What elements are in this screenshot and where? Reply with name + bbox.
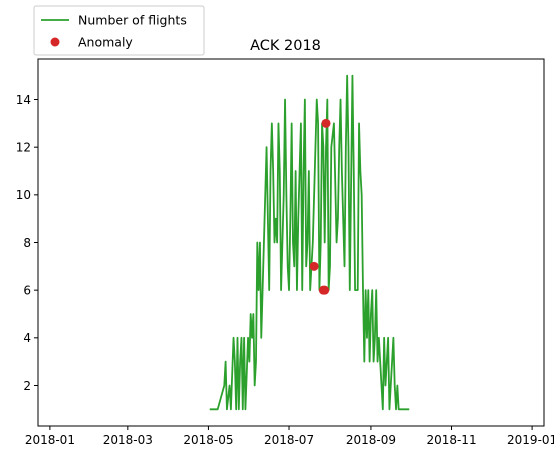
y-tick-label: 2 [23,379,31,393]
chart-title: ACK 2018 [250,38,321,54]
legend: Number of flights Anomaly [34,6,204,55]
anomaly-point [310,262,319,271]
x-tick-label: 2019-01 [507,433,554,447]
y-tick-label: 12 [16,140,31,154]
axes-frame [38,59,544,426]
x-tick-label: 2018-03 [103,433,153,447]
x-tick-label: 2018-05 [183,433,233,447]
x-tick-label: 2018-01 [25,433,75,447]
y-tick-label: 4 [23,331,31,345]
legend-dot-swatch [51,38,60,47]
legend-label-anomaly: Anomaly [78,35,133,50]
x-tick-label: 2018-11 [426,433,476,447]
anomaly-point [322,119,331,128]
anomaly-point [320,286,329,295]
x-tick-label: 2018-09 [346,433,396,447]
plot-area: 2018-01 2018-03 2018-05 2018-07 2018-09 2018-… [16,59,554,447]
y-tick-label: 8 [23,236,31,250]
flights-series-line [210,76,409,410]
legend-label-flights: Number of flights [78,13,187,28]
y-tick-label: 10 [16,188,31,202]
y-tick-label: 6 [23,283,31,297]
x-tick-label: 2018-07 [264,433,314,447]
y-tick-label: 14 [16,93,31,107]
